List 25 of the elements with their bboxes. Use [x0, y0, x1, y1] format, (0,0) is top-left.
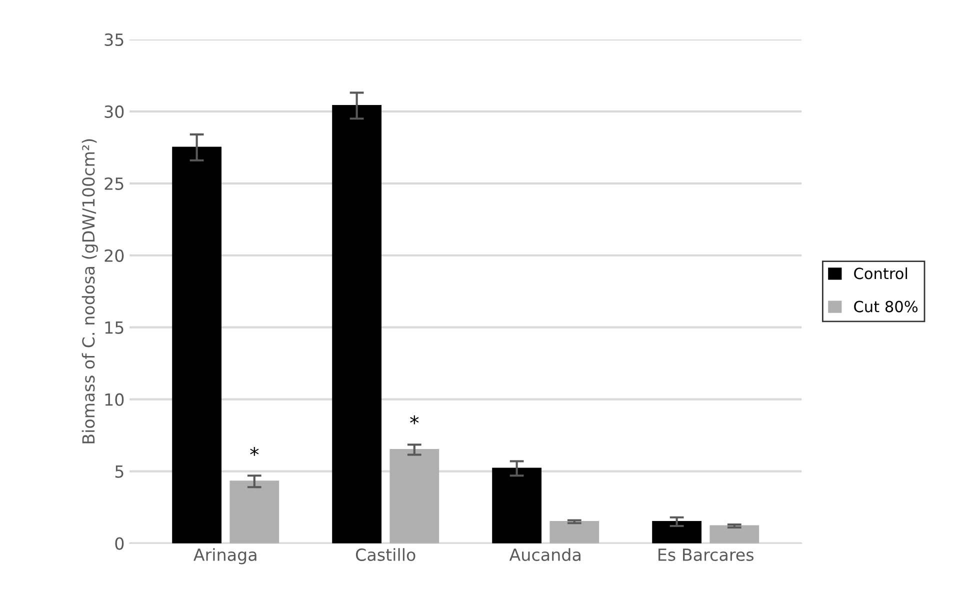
- y-axis-title: Biomass of C. nodosa (gDW/100cm²): [82, 139, 98, 444]
- legend-label: Control: [854, 267, 908, 280]
- y-tick-label: 35: [104, 33, 124, 46]
- y-tick-label: 15: [105, 322, 124, 334]
- bar: [550, 520, 600, 544]
- annotation: *: [250, 447, 259, 456]
- bar: [390, 449, 440, 544]
- x-tick-label: Castillo: [356, 548, 416, 562]
- bar: [652, 520, 702, 544]
- legend-label: Cut 80%: [854, 300, 918, 312]
- y-tick-label: 10: [105, 393, 124, 406]
- x-tick-label: Es Barcares: [658, 548, 754, 562]
- y-tick-label: 20: [104, 249, 124, 262]
- x-tick-label: Arinaga: [194, 548, 256, 564]
- y-tick-label: 25: [104, 177, 124, 190]
- y-tick-label: 30: [104, 105, 124, 118]
- bar: [492, 468, 542, 544]
- bar: [332, 104, 382, 544]
- bar: [710, 525, 760, 544]
- y-tick-label: 5: [115, 465, 124, 478]
- bar: [172, 146, 222, 544]
- annotation: *: [410, 415, 419, 424]
- x-tick-label: Aucanda: [509, 548, 580, 562]
- y-tick-label: 0: [115, 537, 124, 550]
- bar: [230, 480, 280, 544]
